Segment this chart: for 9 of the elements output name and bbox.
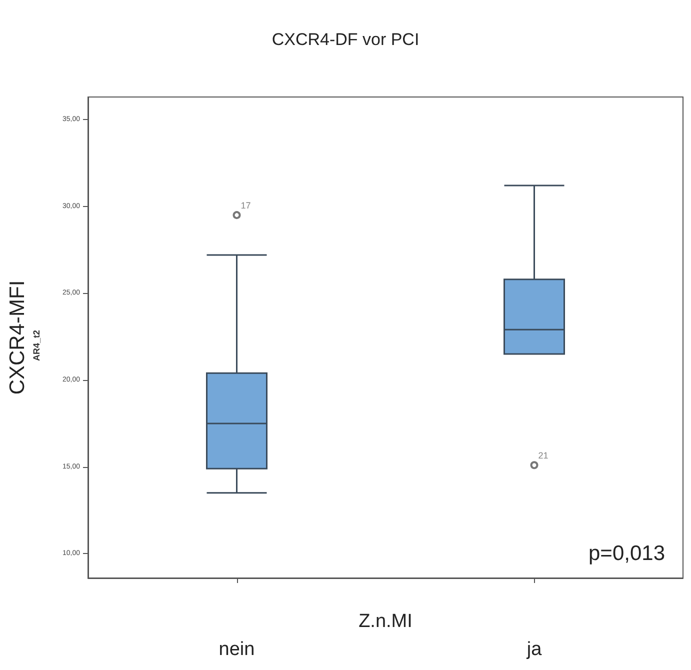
x-tick-label: ja	[526, 639, 542, 660]
annotation: p=0,013	[588, 542, 666, 565]
x-tick-label: nein	[218, 639, 255, 660]
y-axis-title: CXCR4-MFI	[6, 280, 29, 395]
chart-title: CXCR4-DF vor PCI	[272, 30, 420, 49]
annotation: 21	[538, 450, 548, 461]
text: AR4_t2	[32, 330, 42, 362]
x-axis-title: Z.n.MI	[358, 611, 412, 632]
annotation: 17	[240, 200, 251, 211]
